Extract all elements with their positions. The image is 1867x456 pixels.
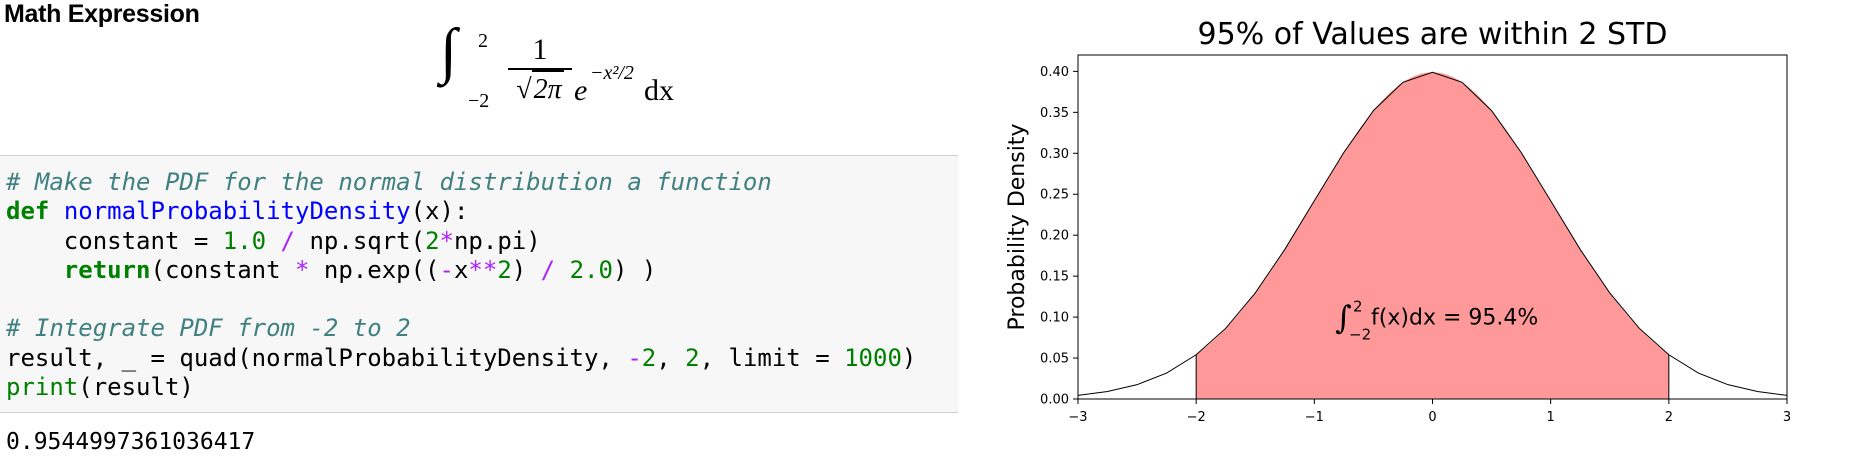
code-text: , [656,343,686,372]
code-indent [6,256,64,284]
code-text: constant = [6,226,223,255]
code-comment: # Integrate PDF from -2 to 2 [6,314,411,343]
number-literal: 2.0 [569,255,613,284]
builtin-print: print [6,373,79,402]
operator: / [266,226,310,255]
code-text: (x): [410,197,469,226]
code-cell[interactable]: # Make the PDF for the normal distributi… [0,155,958,413]
radicand: 2π [531,70,564,108]
code-comment: # Make the PDF for the normal distributi… [6,168,772,196]
density-curve [1077,71,1788,396]
cell-output: 0.9544997361036417 [6,429,256,455]
number-literal: 2 [685,343,700,372]
number-literal: 2 [425,226,440,255]
fraction-bar [508,68,572,70]
code-text: , limit = [699,343,845,372]
y-tick-label: 0.00 [1040,393,1069,408]
normal-distribution-chart: −3 −2 −1 0 1 2 3 0.00 0.05 0.10 0.15 0.20 0.25 0.30 0.… [1005,17,1791,425]
chart-title: 95% of Values are within 2 STD [1198,17,1668,52]
x-tick-label: 0 [1428,410,1436,425]
x-tick-label: 3 [1783,410,1791,425]
code-text: (result) [78,373,194,402]
y-tick-label: 0.25 [1040,188,1069,203]
code-text: x [453,255,469,284]
code-text: np.exp(( [309,255,440,284]
operator: - [439,255,454,284]
shaded-area [1196,72,1669,399]
exponent: −x²/2 [590,62,634,84]
number-literal: 1.0 [222,226,267,255]
y-tick-label: 0.40 [1040,65,1069,80]
y-tick-label: 0.20 [1040,229,1069,244]
y-tick-label: 0.15 [1040,270,1069,285]
code-text: ) ) [612,255,657,284]
x-tick-label: 2 [1665,410,1673,425]
annotation-upper-limit: 2 [1353,297,1363,315]
fraction: 1 √2π [508,34,572,108]
integral-lower-limit: −2 [468,90,490,112]
y-tick-label: 0.05 [1040,352,1069,367]
math-expression: ∫ 2 −2 1 √2π e −x²/2 dx [440,20,700,126]
operator: - [627,343,642,372]
keyword-return: return [63,255,151,284]
x-tick-label: −2 [1187,410,1206,425]
code-text: ) [511,255,541,284]
operator: ** [468,255,498,284]
exp-base: e [574,74,588,107]
y-tick-label: 0.35 [1040,106,1069,121]
function-name: normalProbabilityDensity [63,197,411,226]
x-tick-label: −3 [1068,410,1087,425]
number-literal: 2 [497,255,512,284]
code-text: np.sqrt( [309,226,426,255]
fraction-denominator: √2π [508,70,572,108]
keyword-def: def [6,197,50,226]
annotation-integral-sign: ∫ [1335,298,1352,336]
x-tick-label: 1 [1547,410,1555,425]
code-block[interactable]: # Make the PDF for the normal distributi… [0,156,958,402]
differential: dx [644,74,674,107]
operator: / [540,255,556,284]
code-text: ) [901,343,917,372]
operator: * [439,226,454,255]
number-literal: 2 [641,343,657,372]
y-axis-label: Probability Density [1005,124,1030,331]
operator: * [295,255,310,284]
y-tick-label: 0.30 [1040,147,1069,162]
integral-upper-limit: 2 [478,30,488,52]
integral-sign: ∫ [440,17,457,85]
annotation-lower-limit: −2 [1349,325,1371,343]
annotation-text: f(x)dx = 95.4% [1371,305,1538,330]
code-text: result, _ = quad(normalProbabilityDensit… [6,343,628,372]
fraction-numerator: 1 [532,33,548,66]
y-tick-label: 0.10 [1040,311,1069,326]
code-text: np.pi) [453,226,541,255]
code-text [555,256,569,284]
section-heading: Math Expression [4,0,200,28]
x-tick-label: −1 [1305,410,1324,425]
number-literal: 1000 [844,343,902,372]
chart-area: −3 −2 −1 0 1 2 3 0.00 0.05 0.10 0.15 0.20 0.25 0.30 0.… [996,0,1867,456]
code-text: (constant [150,255,295,284]
